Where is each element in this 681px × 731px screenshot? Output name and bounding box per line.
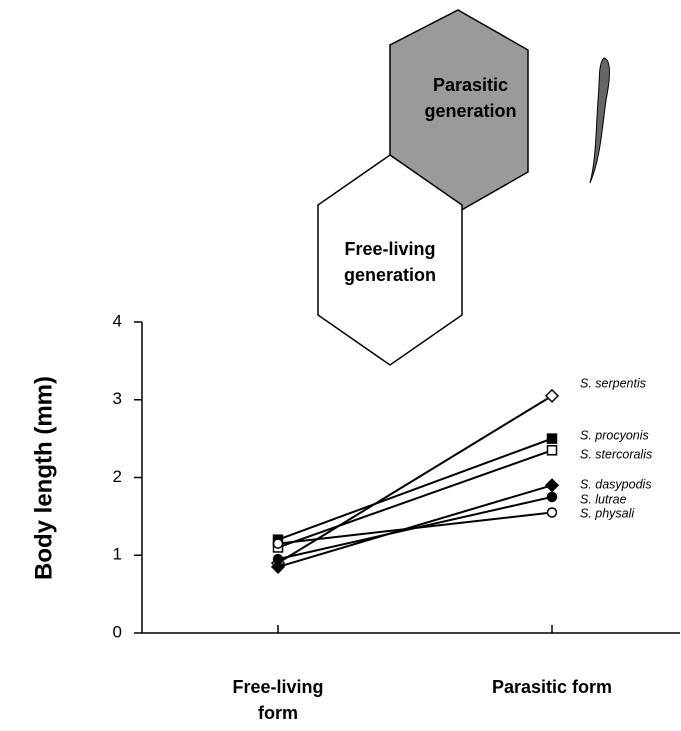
series-line [277,449,553,549]
point [544,478,560,493]
point [270,559,286,574]
series-label: S. physali [580,506,635,520]
x-tick-label: Free-living form [232,677,324,723]
point [272,538,284,549]
point [546,507,558,518]
y-tick-label: 2 [113,467,122,486]
free-living-hexagon [317,154,463,366]
x-tick-label: Parasitic form [491,677,613,697]
point [546,445,558,456]
series-label: S. dasypodis [580,477,652,491]
series-line [277,437,553,541]
series-label: S. serpentis [580,376,646,390]
y-tick-label: 1 [113,545,122,564]
point [546,433,558,444]
parasitic-label: Parasitic generation [424,75,517,121]
point [546,491,558,503]
series-label: S. lutrae [580,492,627,506]
series-line [277,395,553,564]
y-tick-label: 4 [113,311,122,330]
series-label: S. procyonis [580,428,649,442]
y-tick-label: 0 [113,622,122,641]
y-axis-label: Body length (mm) [30,376,57,580]
free-living-label: Free-living generation [343,239,436,285]
y-tick-label: 3 [113,389,122,408]
worm-icon [589,57,610,184]
series-label: S. stercoralis [580,447,652,461]
series-line [277,511,553,545]
series-line [277,484,553,568]
point [544,388,560,403]
point [272,553,284,565]
